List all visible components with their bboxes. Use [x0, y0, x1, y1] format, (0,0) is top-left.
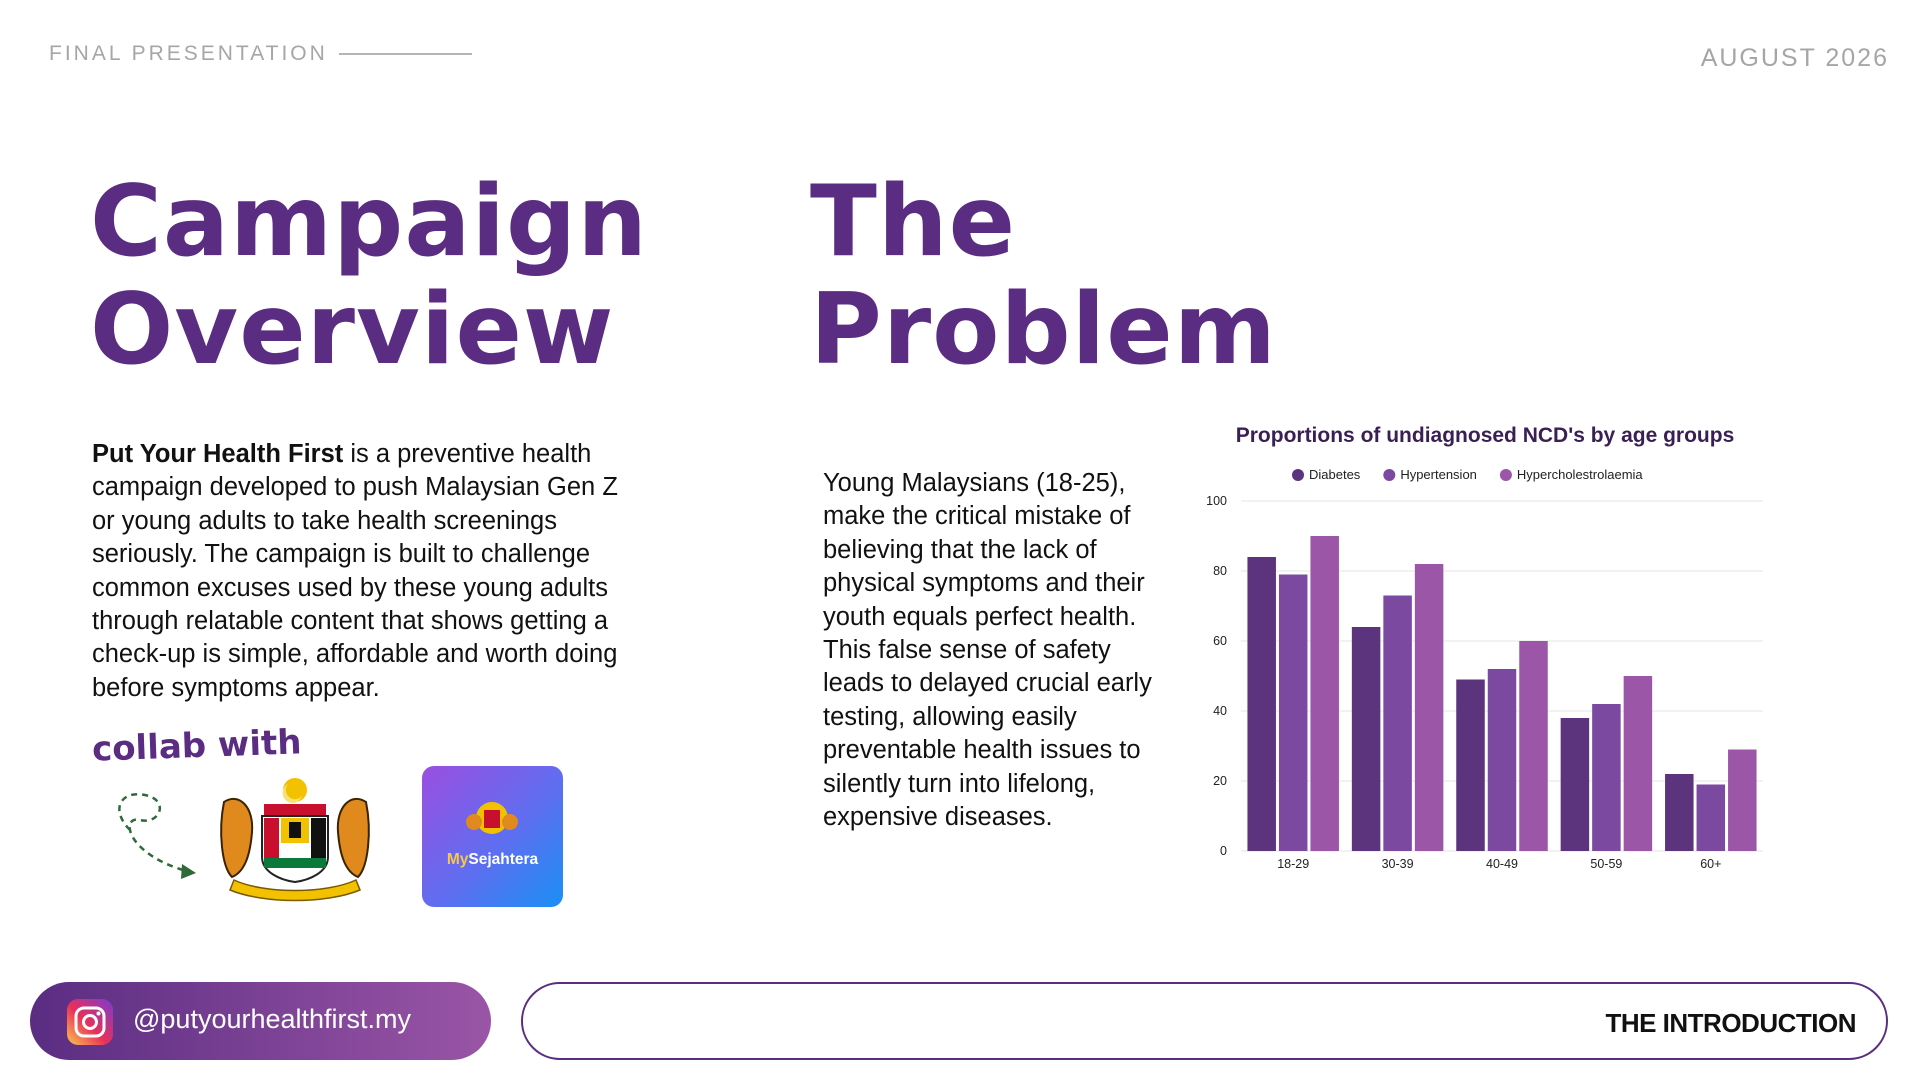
x-tick-label: 40-49 [1486, 857, 1518, 871]
y-tick-label: 20 [1213, 774, 1227, 788]
chart: Proportions of undiagnosed NCD's by age … [1206, 424, 1763, 871]
y-tick-label: 40 [1213, 704, 1227, 718]
legend-swatch [1292, 469, 1304, 481]
x-tick-label: 60+ [1700, 857, 1721, 871]
overview-title: Campaign Overview [90, 168, 648, 384]
bar [1487, 669, 1517, 851]
bar [1665, 774, 1694, 851]
title-line: The [810, 165, 1017, 279]
bar [1696, 784, 1726, 851]
logo-suffix: Sejahtera [468, 851, 539, 868]
bar [1728, 749, 1757, 851]
header-right: AUGUST 2026 [1700, 44, 1889, 72]
coat-of-arms [220, 778, 370, 902]
social-pill: @putyourhealthfirst.my [30, 982, 491, 1060]
y-tick-label: 0 [1220, 844, 1227, 858]
legend-label: Hypercholestrolaemia [1517, 467, 1643, 482]
section-label: THE INTRODUCTION [1605, 1008, 1856, 1038]
bar [1383, 595, 1412, 851]
problem-text: Young Malaysians (18-25), make the criti… [823, 469, 1152, 832]
handle: @putyourhealthfirst.my [133, 1004, 412, 1034]
logo-text: MySejahtera [422, 851, 563, 869]
legend-swatch [1499, 469, 1512, 481]
title-line: Campaign [90, 165, 648, 279]
title-line: Overview [90, 273, 615, 387]
title-line: Problem [810, 273, 1277, 387]
header-rule [339, 53, 472, 55]
problem-title: The Problem [810, 168, 1277, 384]
bar [1592, 704, 1621, 851]
bar [1456, 679, 1485, 851]
y-tick-label: 60 [1213, 634, 1227, 648]
x-tick-label: 18-29 [1277, 857, 1309, 871]
y-tick-label: 80 [1213, 564, 1227, 578]
instagram-icon [67, 999, 113, 1045]
bar [1247, 557, 1276, 851]
bar [1351, 627, 1381, 851]
x-tick-label: 30-39 [1382, 857, 1414, 871]
header-left: FINAL PRESENTATION [49, 42, 328, 65]
bar [1560, 718, 1590, 851]
y-tick-label: 100 [1206, 494, 1227, 508]
legend-label: Hypertension [1400, 467, 1477, 482]
logo-emblem [466, 802, 518, 834]
bar [1278, 574, 1308, 851]
overview-text: Put Your Health First is a preventive he… [92, 438, 647, 705]
bar [1519, 641, 1548, 851]
body: is a preventive health campaign develope… [92, 440, 618, 702]
legend-label: Diabetes [1309, 467, 1361, 482]
dashed-arrow [118, 792, 196, 879]
bar [1310, 536, 1339, 851]
section-pill: THE INTRODUCTION [521, 982, 1888, 1060]
collab-label: collab with [91, 722, 303, 770]
mysejahtera-logo: MySejahtera [422, 766, 563, 907]
legend-swatch [1383, 469, 1396, 481]
logo-prefix: My [446, 851, 469, 868]
chart-title: Proportions of undiagnosed NCD's by age … [1236, 424, 1735, 447]
lead: Put Your Health First [92, 440, 344, 468]
bar [1623, 676, 1653, 851]
bar [1414, 564, 1444, 851]
x-tick-label: 50-59 [1590, 857, 1622, 871]
